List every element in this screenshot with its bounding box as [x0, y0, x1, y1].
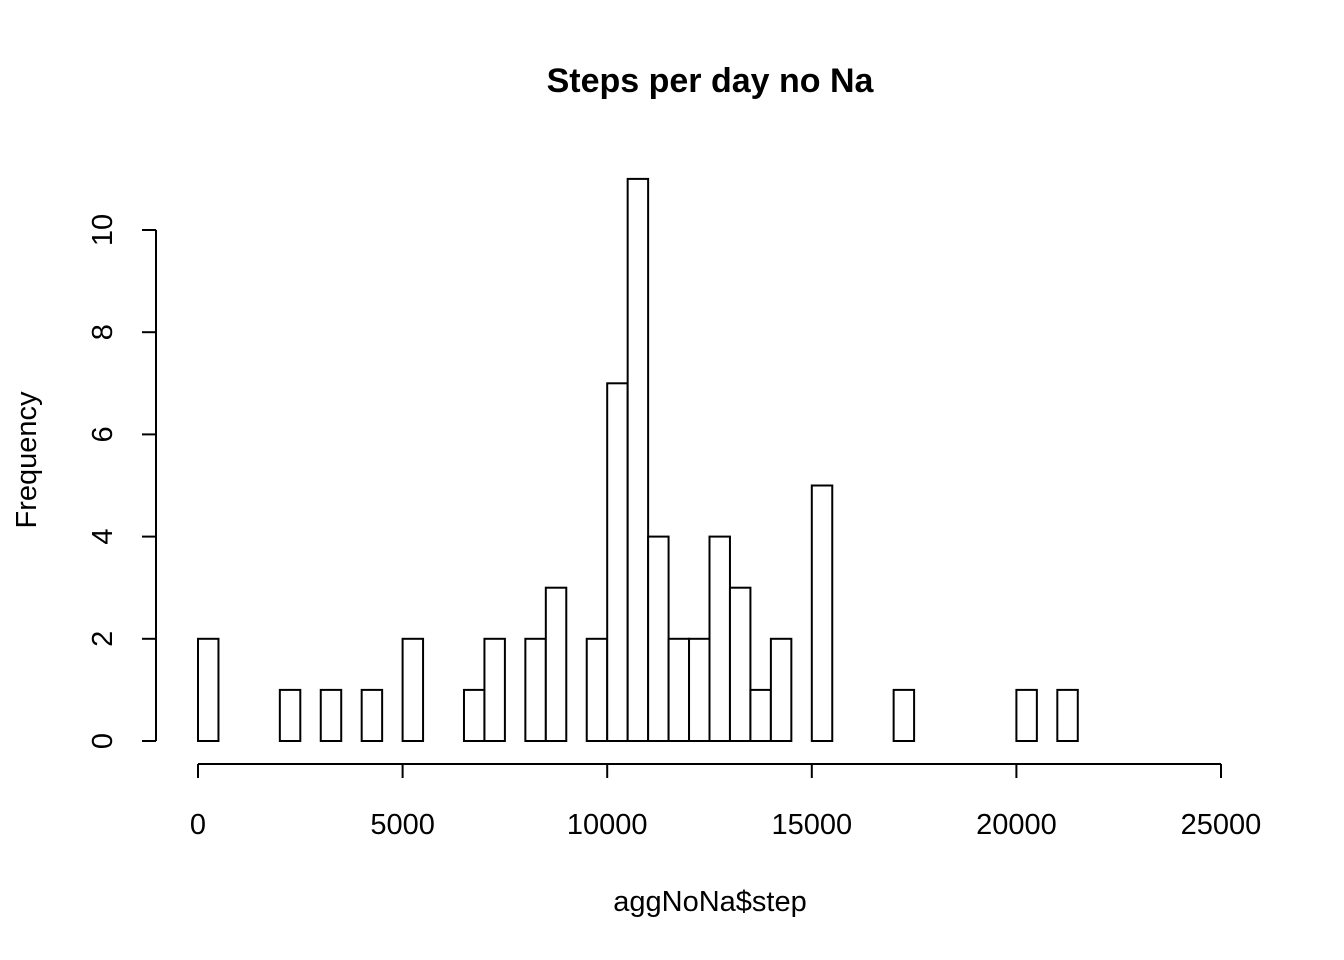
x-tick-label: 10000 — [567, 809, 648, 841]
histogram-bar — [401, 637, 425, 742]
histogram-bar — [606, 382, 629, 742]
histogram-bar — [462, 688, 486, 743]
y-tick-label: 4 — [87, 529, 119, 545]
histogram-bar — [585, 637, 609, 742]
histogram-bar — [544, 586, 568, 743]
x-axis-label: aggNoNa$step — [613, 886, 806, 918]
histogram-bar — [319, 688, 343, 743]
chart-title: Steps per day no Na — [547, 62, 875, 100]
y-axis-label: Frequency — [11, 391, 43, 529]
histogram-bar — [626, 177, 650, 742]
histogram-bar — [688, 637, 711, 742]
histogram-bar — [647, 535, 670, 742]
histogram-bar — [360, 688, 384, 743]
x-tick-label: 0 — [190, 809, 206, 841]
histogram-bar — [1056, 688, 1079, 743]
histogram-bar — [278, 688, 302, 743]
y-tick-label: 8 — [87, 324, 119, 340]
x-tick-label: 25000 — [1181, 809, 1262, 841]
bar-group — [197, 177, 1079, 743]
y-tick-label: 10 — [87, 214, 119, 246]
histogram-bar — [667, 637, 691, 742]
histogram-bar — [749, 688, 772, 743]
x-tick-label: 20000 — [976, 809, 1057, 841]
y-tick-label: 2 — [87, 631, 119, 647]
x-tick-label: 5000 — [370, 809, 435, 841]
histogram-bar — [197, 637, 220, 742]
histogram-bar — [769, 637, 793, 742]
histogram-bar — [524, 637, 547, 742]
y-axis: 0 2 4 6 8 10 — [87, 214, 157, 749]
x-tick-label: 15000 — [771, 809, 852, 841]
y-tick-label: 6 — [87, 426, 119, 442]
histogram-bar — [1015, 688, 1038, 743]
histogram-bar — [892, 688, 916, 743]
histogram-bar — [810, 484, 834, 742]
y-tick-label: 0 — [87, 733, 119, 749]
x-axis: 0 5000 10000 15000 20000 25000 — [190, 763, 1262, 841]
histogram-bar — [728, 586, 752, 743]
histogram-bar — [708, 535, 731, 742]
histogram-bar — [483, 637, 506, 742]
